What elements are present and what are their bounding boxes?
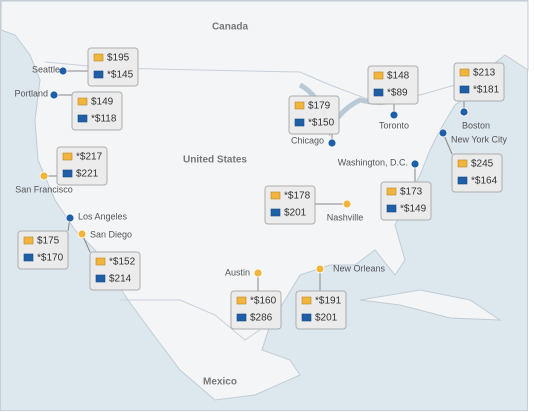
city-marker (327, 138, 337, 148)
fare-icon (373, 71, 384, 80)
fare-icon (459, 68, 470, 77)
fare-icon (294, 101, 305, 110)
fare-price: *$152 (109, 257, 136, 268)
fare-icon (373, 88, 384, 97)
fare-icon (386, 204, 397, 213)
fare-icon (23, 253, 34, 262)
fare-icon (95, 274, 106, 283)
fare-icon (93, 53, 104, 62)
fare-icon (77, 97, 88, 106)
city-marker (39, 171, 49, 181)
border (120, 299, 261, 341)
fare-price: *$150 (308, 118, 335, 129)
city-label: San Francisco (15, 184, 73, 194)
city-marker (410, 159, 420, 169)
city-marker (77, 229, 87, 239)
city-marker (58, 66, 68, 76)
fare-price: $245 (471, 159, 494, 170)
city-label: Toronto (379, 120, 409, 130)
fare-price: *$160 (250, 296, 277, 307)
fare-price: $179 (308, 101, 331, 112)
city-marker (253, 268, 263, 278)
fare-icon (459, 85, 470, 94)
city-label: Seattle (32, 64, 60, 74)
cuba (359, 289, 502, 321)
fare-icon (457, 159, 468, 168)
fare-icon (386, 187, 397, 196)
fare-icon (270, 208, 281, 217)
fare-price: $148 (387, 71, 410, 82)
fare-icon (77, 114, 88, 123)
fare-icon (62, 169, 73, 178)
fare-price: $201 (284, 208, 307, 219)
fare-icon (294, 118, 305, 127)
city-marker (342, 199, 352, 209)
fare-price: $221 (76, 169, 99, 180)
fare-icon (93, 70, 104, 79)
fare-icon (95, 257, 106, 266)
fare-price: *$89 (387, 88, 408, 99)
country-label: United States (183, 155, 247, 166)
city-label: Austin (225, 267, 250, 277)
fare-icon (236, 313, 247, 322)
city-label: Los Angeles (78, 211, 128, 221)
city-label: New Orleans (333, 263, 386, 273)
city-label: Chicago (291, 135, 324, 145)
fare-icon (457, 176, 468, 185)
country-label: Canada (212, 22, 249, 33)
fare-icon (301, 313, 312, 322)
city-label: Boston (462, 120, 490, 130)
fare-price: *$181 (473, 85, 500, 96)
city-marker (389, 110, 399, 120)
city-label: Nashville (327, 212, 364, 222)
fare-price: *$149 (400, 204, 427, 215)
city-marker (49, 90, 59, 100)
city-marker (65, 213, 75, 223)
fare-icon (236, 296, 247, 305)
city-marker (315, 264, 325, 274)
fare-icon (270, 191, 281, 200)
fare-price: $175 (37, 236, 60, 247)
city-label: New York City (451, 134, 508, 144)
city-label: San Diego (90, 229, 132, 239)
fare-price: *$145 (107, 70, 134, 81)
fare-price: $173 (400, 187, 423, 198)
fare-price: $214 (109, 274, 132, 285)
city-label: Portland (14, 88, 48, 98)
fare-price: $286 (250, 313, 273, 324)
fare-icon (62, 152, 73, 161)
fare-price: $149 (91, 97, 114, 108)
fare-price: *$217 (76, 152, 103, 163)
city-label: Washington, D.C. (338, 157, 408, 167)
country-label: Mexico (203, 377, 237, 388)
fare-price: *$178 (284, 191, 311, 202)
city-marker (459, 107, 469, 117)
fare-price: *$164 (471, 176, 498, 187)
fare-price: *$191 (315, 296, 342, 307)
fare-price: *$170 (37, 253, 64, 264)
fare-price: $195 (107, 53, 130, 64)
city-marker (438, 128, 448, 138)
fare-price: *$118 (91, 114, 117, 125)
fare-price: $201 (315, 313, 338, 324)
fare-price: $213 (473, 68, 496, 79)
fare-icon (23, 236, 34, 245)
fare-icon (301, 296, 312, 305)
